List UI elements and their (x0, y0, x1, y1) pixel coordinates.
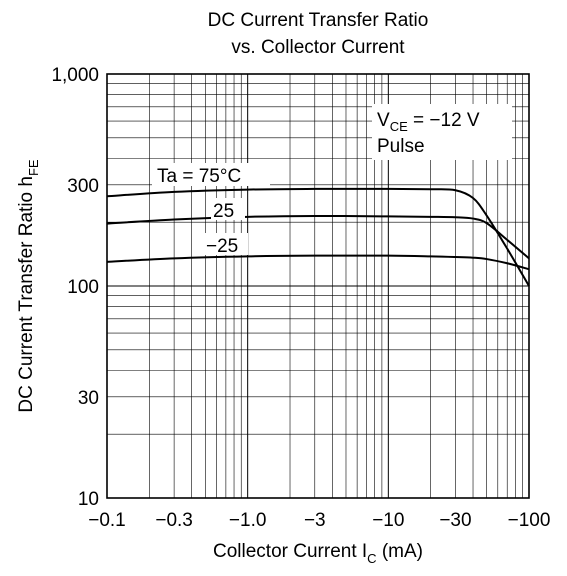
x-axis-label-unit: (mA) (377, 541, 423, 562)
series-label-2: −25 (206, 236, 238, 257)
x-tick-label: −0.3 (155, 510, 193, 531)
y-tick-label: 300 (67, 176, 99, 197)
y-tick-label: 100 (67, 277, 99, 298)
chart-title-line2: vs. Collector Current (231, 37, 405, 58)
x-tick-label: −30 (439, 510, 471, 531)
condition-label: VCE = −12 V (377, 110, 480, 134)
x-tick-label: −3 (304, 510, 326, 531)
series-line-2 (106, 254, 530, 271)
y-axis-label-sub: FE (26, 159, 41, 176)
x-tick-label: −1.0 (229, 510, 267, 531)
series-label-mask-0 (152, 163, 270, 186)
y-axis-label: DC Current Transfer Ratio hFE (16, 159, 41, 412)
condition-v: V (377, 110, 390, 131)
x-axis-label-sub: C (367, 551, 376, 566)
condition-value: = −12 V (408, 110, 480, 131)
series-label-1: 25 (213, 201, 234, 222)
y-tick-label: 30 (78, 388, 99, 409)
condition-pulse: Pulse (377, 136, 425, 157)
grid (106, 74, 529, 499)
y-tick-labels: 10 30 100 300 1,000 (51, 65, 99, 510)
condition-ce: CE (390, 119, 408, 134)
y-tick-label: 1,000 (51, 65, 99, 86)
chart-title-line1: DC Current Transfer Ratio (208, 10, 429, 31)
series-label-mask-2 (204, 233, 248, 255)
x-axis-label: Collector Current IC (mA) (213, 541, 423, 566)
series-label-0: Ta = 75°C (157, 166, 241, 187)
y-axis-label-main: DC Current Transfer Ratio h (16, 176, 37, 413)
plot-frame (106, 73, 530, 499)
series-curves (106, 187, 530, 287)
x-tick-labels: −0.1 −0.3 −1.0 −3 −10 −30 −100 (88, 510, 550, 531)
x-tick-label: −100 (508, 510, 551, 531)
series-label-mask-1 (211, 198, 245, 220)
x-tick-label: −0.1 (88, 510, 126, 531)
x-axis-label-main: Collector Current I (213, 541, 367, 562)
x-tick-label: −10 (372, 510, 404, 531)
condition-mask (372, 104, 512, 160)
y-tick-label: 10 (78, 489, 99, 510)
series-line-0 (106, 187, 530, 287)
